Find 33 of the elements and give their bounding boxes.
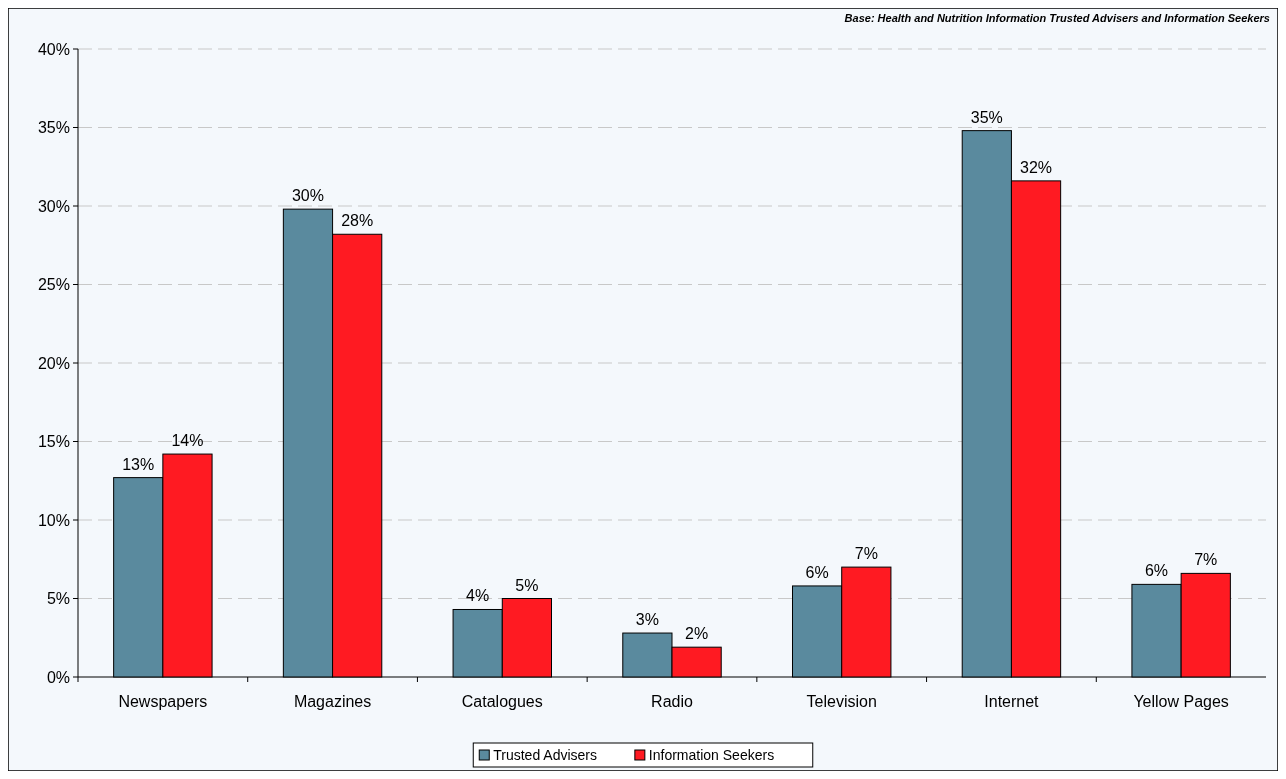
y-tick-label: 20% bbox=[37, 354, 70, 372]
y-tick-label: 0% bbox=[46, 668, 70, 686]
y-tick-label: 10% bbox=[37, 511, 70, 529]
y-tick-label: 40% bbox=[37, 40, 70, 58]
x-tick-label: Magazines bbox=[293, 693, 372, 710]
x-tick-label: Newspapers bbox=[118, 693, 208, 710]
data-label: 35% bbox=[970, 108, 1003, 126]
data-label: 6% bbox=[1144, 562, 1169, 580]
y-tick-label: 25% bbox=[37, 276, 70, 294]
data-label: 4% bbox=[466, 587, 490, 605]
data-label: 2% bbox=[685, 625, 709, 643]
x-tick-label: Television bbox=[806, 693, 877, 710]
x-tick-label: Catalogues bbox=[461, 693, 543, 710]
y-tick-label: 15% bbox=[37, 433, 70, 451]
data-label: 7% bbox=[1194, 551, 1218, 569]
data-label: 32% bbox=[1020, 158, 1053, 176]
y-tick-label: 5% bbox=[46, 590, 70, 608]
x-tick-label: Yellow Pages bbox=[1133, 693, 1229, 710]
data-label: 28% bbox=[341, 212, 374, 230]
data-label: 6% bbox=[805, 563, 829, 581]
y-tick-label: 30% bbox=[37, 197, 70, 215]
legend-label: Information Seekers bbox=[648, 746, 775, 763]
data-label: 5% bbox=[515, 576, 539, 594]
legend-label: Trusted Advisers bbox=[493, 746, 597, 763]
y-tick-label: 35% bbox=[37, 119, 70, 137]
x-tick-label: Radio bbox=[651, 693, 693, 710]
data-label: 14% bbox=[171, 432, 204, 450]
text: Base: Health and Nutrition Information Trusted Advisers and Information Seekers bbox=[844, 12, 1270, 24]
data-label: 13% bbox=[122, 455, 155, 473]
data-label: 30% bbox=[291, 187, 324, 205]
data-label: 3% bbox=[635, 611, 659, 629]
data-label: 7% bbox=[854, 545, 878, 563]
x-tick-label: Internet bbox=[984, 693, 1040, 710]
